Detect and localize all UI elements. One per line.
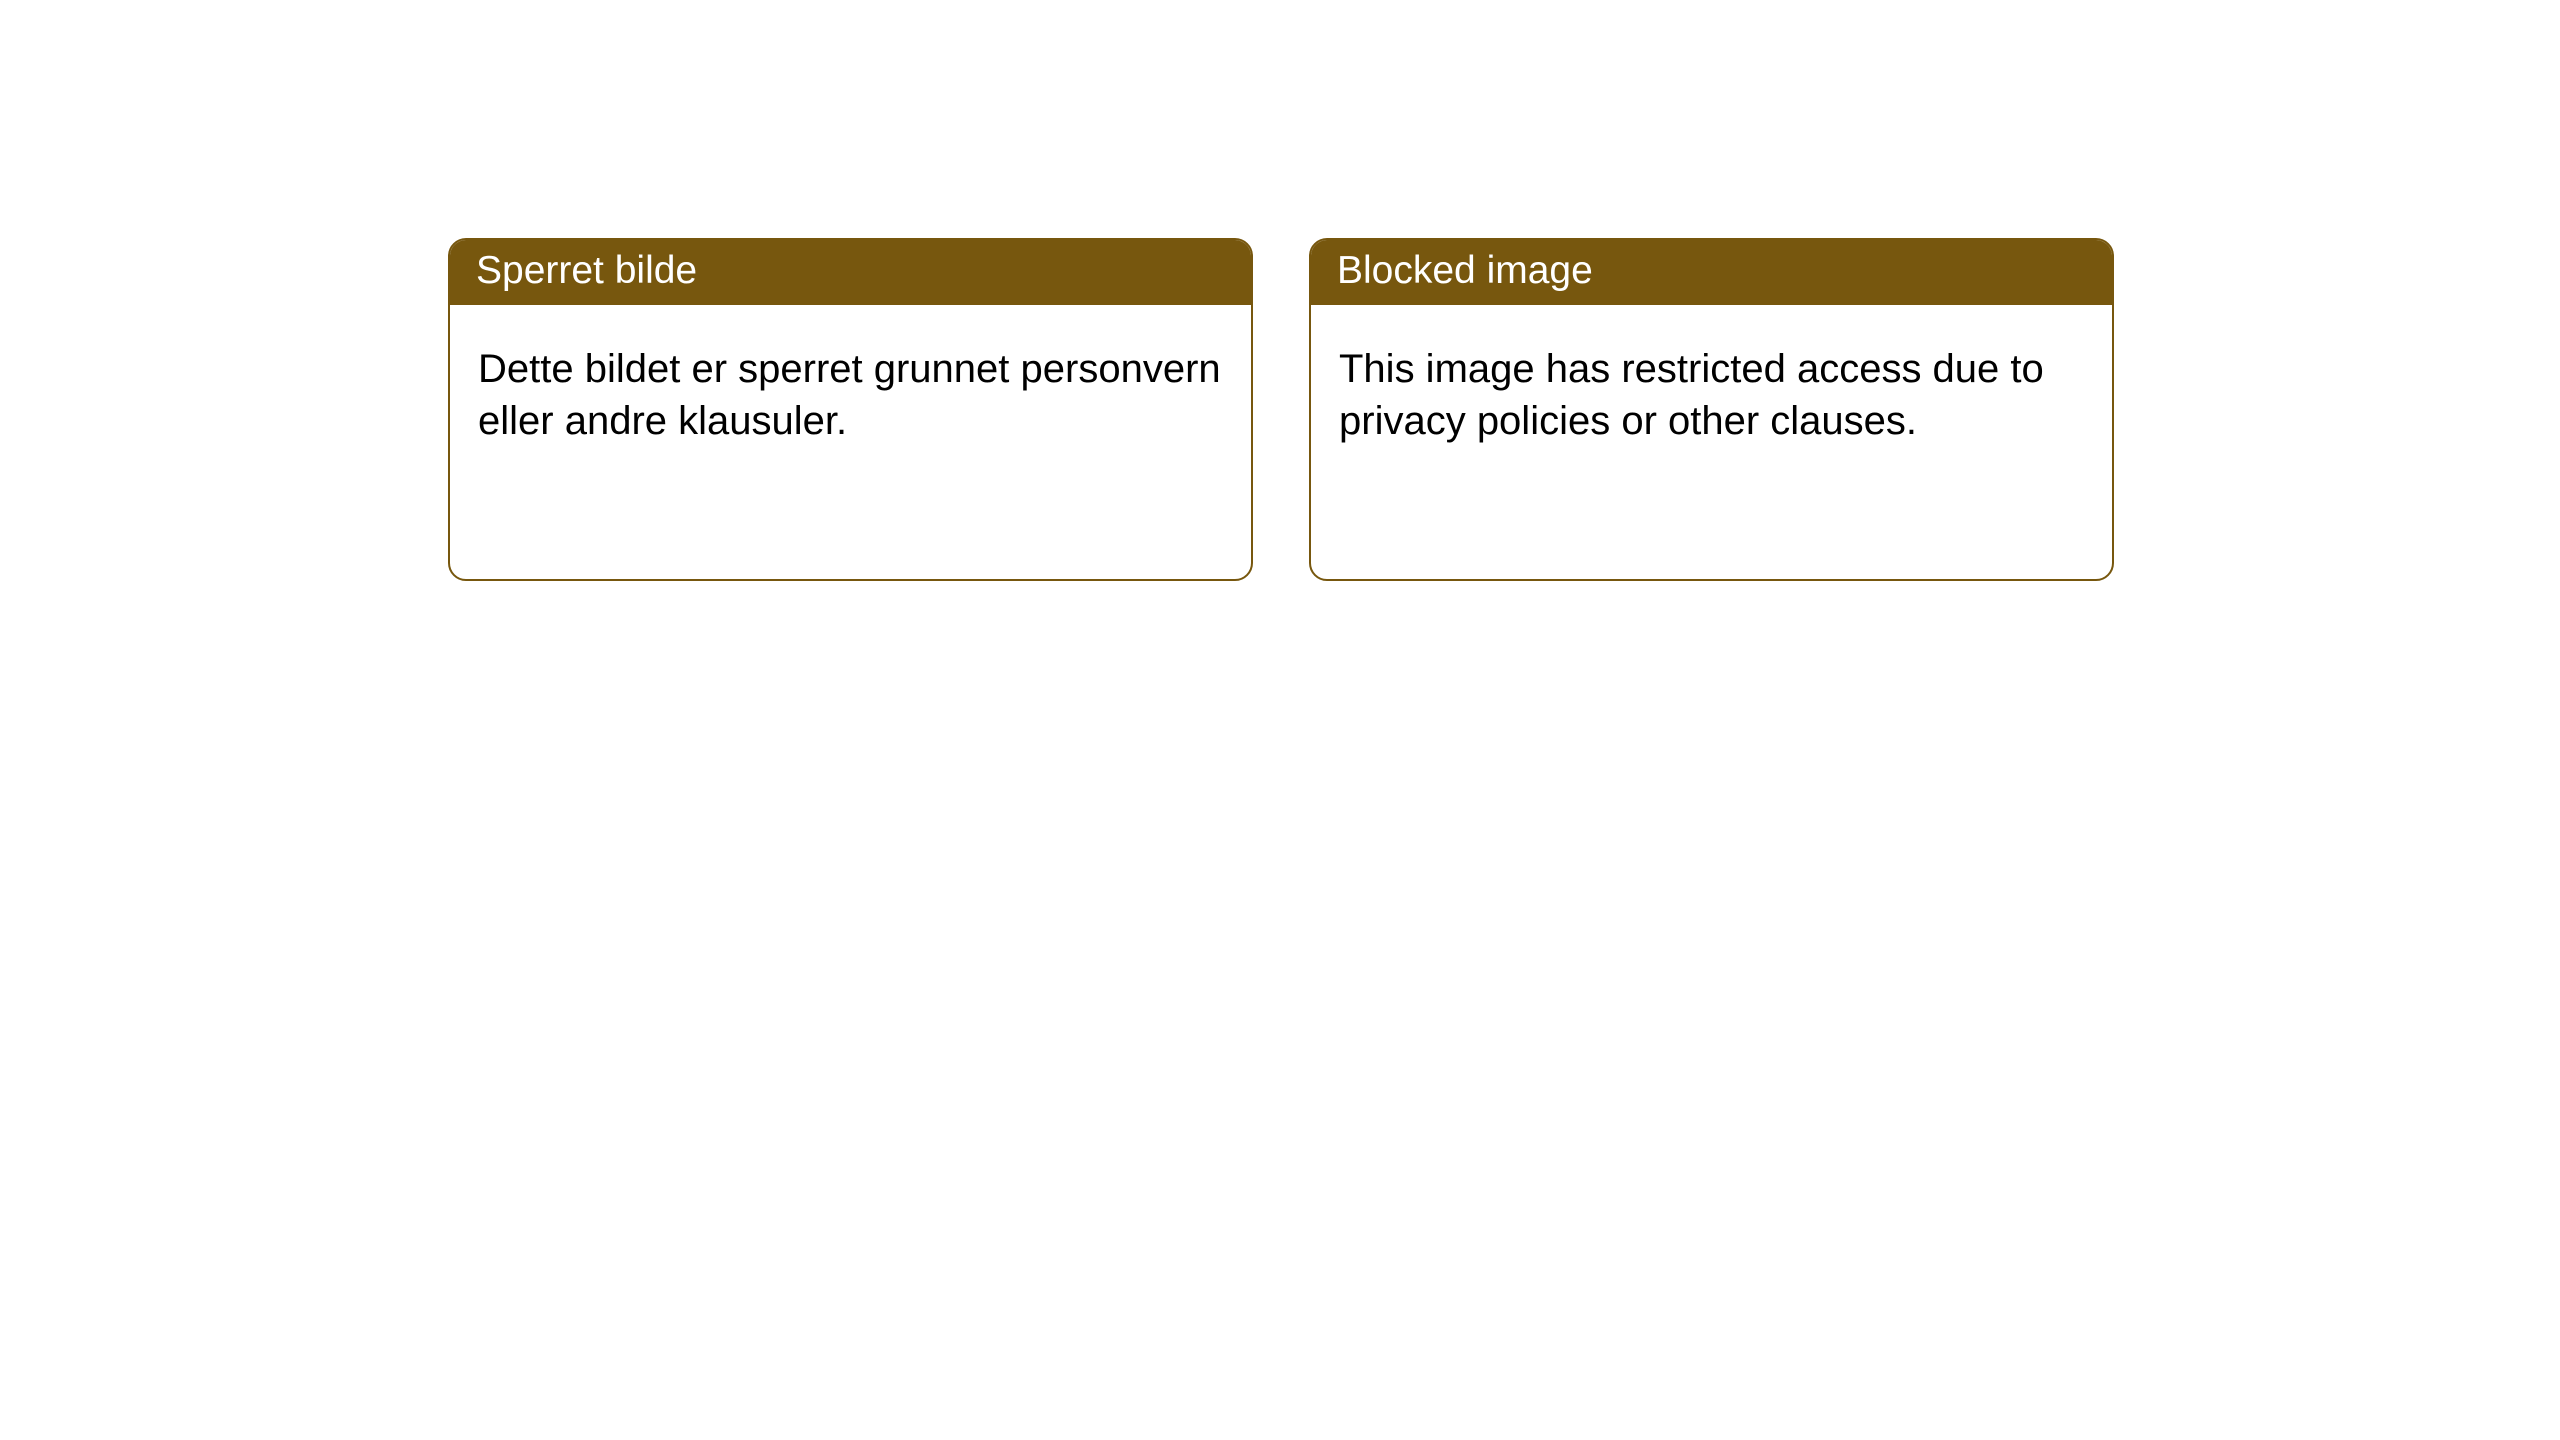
card-body: Dette bildet er sperret grunnet personve… [450, 305, 1251, 579]
card-body: This image has restricted access due to … [1311, 305, 2112, 579]
card-message: Dette bildet er sperret grunnet personve… [478, 343, 1223, 447]
card-title: Sperret bilde [476, 249, 697, 292]
card-header: Sperret bilde [450, 240, 1251, 305]
blocked-image-card-english: Blocked image This image has restricted … [1309, 238, 2114, 581]
card-header: Blocked image [1311, 240, 2112, 305]
blocked-image-card-norwegian: Sperret bilde Dette bildet er sperret gr… [448, 238, 1253, 581]
card-title: Blocked image [1337, 249, 1593, 292]
notice-container: Sperret bilde Dette bildet er sperret gr… [0, 0, 2560, 581]
card-message: This image has restricted access due to … [1339, 343, 2084, 447]
